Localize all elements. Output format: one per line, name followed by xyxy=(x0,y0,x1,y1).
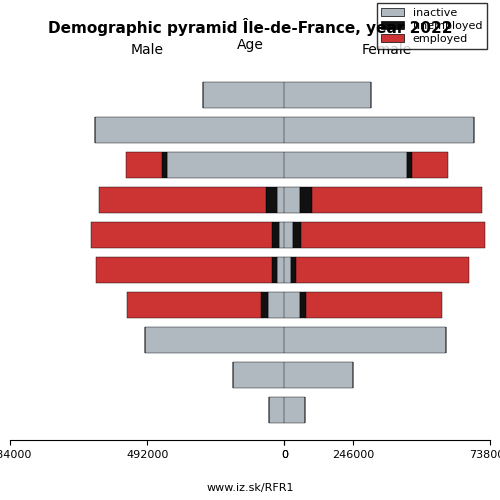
Legend: inactive, unemployed, employed: inactive, unemployed, employed xyxy=(377,3,486,48)
Bar xyxy=(278,187,284,213)
Bar xyxy=(260,292,268,318)
Bar xyxy=(204,82,284,108)
Bar xyxy=(167,152,284,178)
Bar xyxy=(284,327,446,353)
Bar xyxy=(300,187,312,213)
Bar xyxy=(312,187,482,213)
Bar xyxy=(284,117,474,143)
Bar xyxy=(284,362,352,388)
Bar xyxy=(90,222,272,248)
Bar xyxy=(94,117,284,143)
Bar xyxy=(126,152,162,178)
Text: Demographic pyramid Île-de-France, year 2022: Demographic pyramid Île-de-France, year … xyxy=(48,18,452,36)
Bar xyxy=(127,292,260,318)
Text: Age: Age xyxy=(236,38,264,52)
Bar xyxy=(296,257,469,283)
Bar xyxy=(292,257,296,283)
Bar xyxy=(284,396,305,423)
Text: www.iz.sk/RFR1: www.iz.sk/RFR1 xyxy=(206,482,294,492)
Bar xyxy=(232,362,284,388)
Bar xyxy=(278,257,284,283)
Bar xyxy=(162,152,167,178)
Bar xyxy=(269,396,284,423)
Bar xyxy=(284,187,300,213)
Bar xyxy=(268,292,284,318)
Bar xyxy=(306,292,442,318)
Bar xyxy=(272,257,278,283)
Bar xyxy=(284,257,292,283)
Bar xyxy=(301,222,485,248)
Text: Female: Female xyxy=(362,44,412,58)
Bar xyxy=(145,327,284,353)
Bar xyxy=(284,222,292,248)
Bar xyxy=(284,152,407,178)
Bar xyxy=(96,257,272,283)
Bar xyxy=(407,152,412,178)
Bar xyxy=(292,222,301,248)
Bar xyxy=(412,152,448,178)
Bar xyxy=(284,82,370,108)
Bar xyxy=(99,187,266,213)
Bar xyxy=(266,187,278,213)
Text: Male: Male xyxy=(130,44,164,58)
Bar xyxy=(278,222,284,248)
Bar xyxy=(284,292,300,318)
Bar xyxy=(300,292,306,318)
Bar xyxy=(272,222,278,248)
